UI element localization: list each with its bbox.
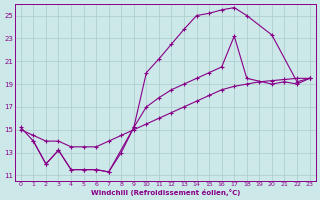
X-axis label: Windchill (Refroidissement éolien,°C): Windchill (Refroidissement éolien,°C) <box>91 189 240 196</box>
